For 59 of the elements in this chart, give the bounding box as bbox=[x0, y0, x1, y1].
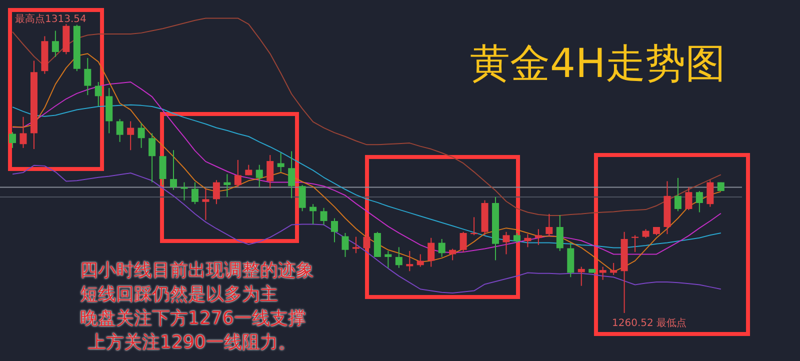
candlestick bbox=[331, 218, 338, 243]
candlestick bbox=[696, 190, 703, 213]
candlestick bbox=[470, 216, 478, 236]
candlestick bbox=[363, 232, 370, 250]
candlestick bbox=[180, 182, 188, 201]
text: 上方关注1290一线阻力。 bbox=[88, 331, 296, 354]
candlestick bbox=[310, 204, 317, 225]
candlestick bbox=[20, 116, 27, 148]
candlestick bbox=[256, 164, 263, 188]
annotation: 四小时线目前出现调整的迹象 bbox=[80, 259, 314, 282]
candlestick bbox=[599, 266, 606, 280]
annotation: 短线回踩仍然是以多为主 bbox=[80, 283, 278, 306]
candlestick bbox=[374, 231, 381, 258]
candlestick bbox=[460, 231, 467, 253]
candlestick bbox=[502, 231, 510, 255]
candlestick bbox=[138, 122, 145, 148]
candlestick bbox=[52, 30, 59, 58]
candlestick bbox=[288, 150, 296, 199]
candlestick bbox=[534, 228, 542, 246]
candlestick bbox=[191, 182, 198, 205]
annotation: 最高点1313.54 bbox=[15, 12, 86, 26]
candlestick bbox=[513, 232, 520, 244]
candlestick bbox=[428, 237, 435, 268]
candlestick bbox=[610, 262, 618, 276]
candlestick bbox=[94, 81, 102, 106]
candlestick bbox=[706, 180, 714, 208]
candlestick bbox=[127, 120, 134, 151]
chart-title: 黄金4H走势图 bbox=[470, 40, 726, 89]
candlestick bbox=[116, 118, 124, 142]
candlestick bbox=[395, 246, 402, 268]
candlestick bbox=[148, 132, 156, 183]
candlestick bbox=[202, 188, 210, 220]
candlestick bbox=[320, 207, 328, 226]
candlestick bbox=[170, 150, 178, 190]
candlestick bbox=[438, 238, 446, 258]
candlestick bbox=[524, 234, 532, 248]
candlestick bbox=[556, 214, 564, 252]
candlestick bbox=[546, 213, 553, 237]
candlestick bbox=[234, 159, 242, 188]
candlestick bbox=[632, 234, 639, 253]
annotation: 晚盘关注下方1276一线支撑 bbox=[80, 307, 306, 330]
candlestick bbox=[84, 58, 92, 96]
candlestick bbox=[342, 232, 349, 258]
candlestick bbox=[298, 184, 306, 212]
candlestick bbox=[674, 177, 682, 212]
candlestick bbox=[685, 186, 692, 211]
text: 1260.52 最低点 bbox=[612, 316, 687, 330]
candlestick bbox=[212, 180, 220, 205]
candlestick bbox=[578, 266, 585, 286]
candlestick bbox=[384, 250, 392, 268]
candlestick bbox=[449, 248, 456, 261]
candlestick bbox=[224, 174, 231, 198]
candlestick bbox=[277, 152, 284, 172]
candlestick bbox=[159, 156, 166, 186]
candlestick bbox=[352, 236, 360, 254]
candlestick bbox=[416, 254, 424, 268]
candlestick bbox=[406, 250, 414, 272]
candlestick bbox=[9, 132, 16, 148]
candlestick bbox=[266, 154, 274, 189]
